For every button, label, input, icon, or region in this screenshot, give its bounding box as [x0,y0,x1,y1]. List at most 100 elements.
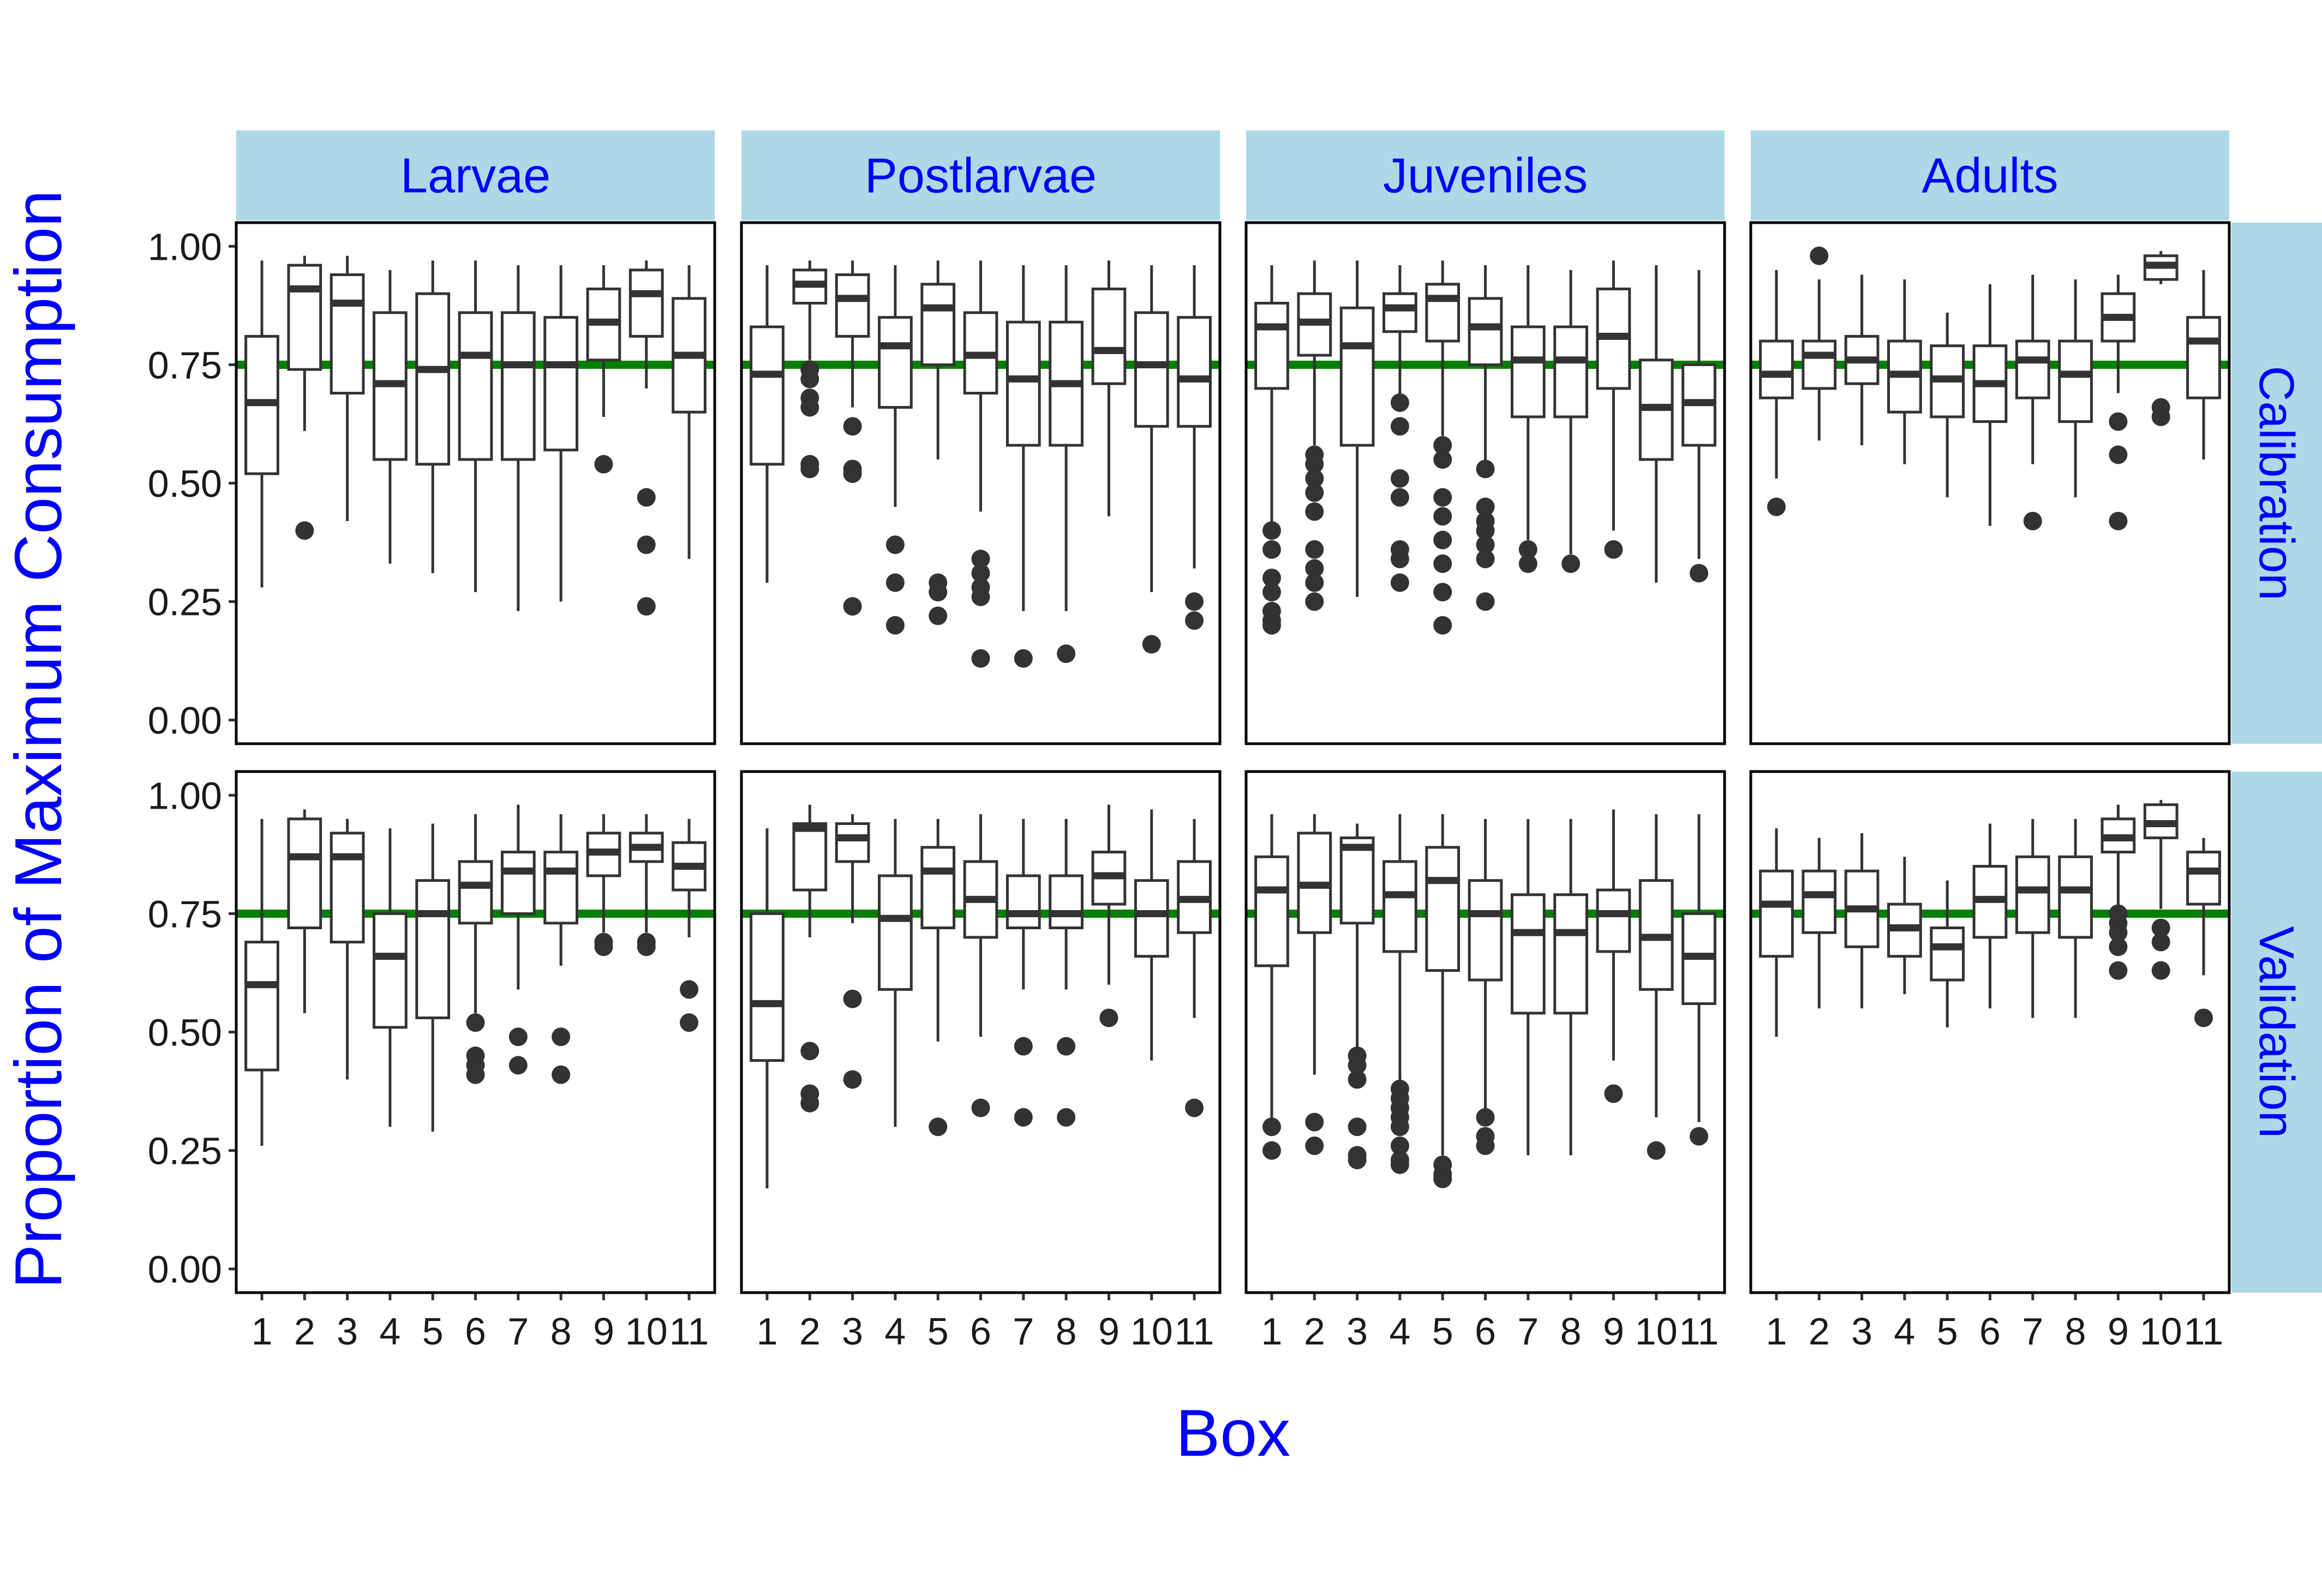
box-iqr [835,273,870,338]
box-2 [792,804,828,1113]
box-3 [330,818,365,1080]
x-tick-label: 7 [1013,1310,1034,1353]
outlier-point [2151,407,2170,426]
panel-validation-juveniles [1244,770,1726,1294]
outlier-point [1305,559,1324,578]
box-iqr [458,311,493,461]
outlier-point [1810,246,1829,265]
box-10 [1134,265,1169,654]
outlier-point [1433,1169,1452,1188]
outlier-point [1390,393,1409,412]
x-tick-label: 6 [465,1310,486,1353]
outlier-point [2109,412,2128,431]
box-3 [835,260,870,616]
box-6 [458,814,493,1084]
box-11 [672,818,707,1032]
outlier-point [971,549,990,569]
panel-border [1749,770,2231,1294]
box-iqr [415,292,451,466]
x-tick-label: 2 [1809,1310,1830,1353]
box-iqr [1339,306,1375,447]
box-iqr [1510,893,1546,1015]
box-iqr [1468,879,1503,982]
box-6 [1468,265,1503,611]
x-tick-label: 11 [1679,1310,1719,1353]
outlier-point [1518,540,1537,559]
outlier-point [843,989,862,1008]
box-7 [1006,818,1041,1127]
outlier-point [929,583,948,602]
box-3 [1339,823,1375,1169]
x-tick-label: 3 [1346,1310,1368,1353]
box-7 [2015,818,2050,1018]
outlier-point [1305,502,1324,521]
outlier-point [2109,923,2128,942]
box-6 [963,260,998,668]
outlier-point [1390,488,1409,507]
outlier-point [1099,1008,1118,1027]
outlier-point [1647,1141,1666,1160]
strip-adults [1751,130,2229,220]
box-6 [963,814,998,1117]
outlier-point [1476,549,1495,569]
x-tick-label: 10 [625,1310,668,1353]
outlier-point [800,1042,819,1061]
x-tick-label: 11 [1175,1310,1214,1353]
box-1 [750,828,785,1188]
panel-border [740,770,1222,1294]
outlier-point [1305,1113,1324,1132]
box-8 [2058,279,2093,498]
outlier-point [637,937,656,957]
box-10 [1638,814,1674,1160]
outlier-point [971,587,990,606]
box-iqr [1049,874,1084,929]
outlier-point [295,521,314,540]
x-tick-label: 1 [1261,1310,1283,1353]
box-8 [2058,818,2093,1018]
box-5 [415,260,451,573]
outlier-point [552,1065,571,1084]
outlier-point [466,1013,485,1032]
strip-calibration [2231,223,2322,744]
box-2 [1802,838,1837,1009]
box-iqr [2186,316,2221,399]
outlier-point [1305,573,1324,592]
panel-validation-adults [1749,770,2231,1294]
box-1 [244,260,279,588]
box-iqr [1091,288,1127,385]
outlier-point [680,1013,699,1032]
outlier-point [1518,554,1537,573]
y-tick-label: 0.00 [148,1248,222,1291]
outlier-point [1390,1155,1409,1174]
x-tick-label: 7 [507,1310,529,1353]
outlier-point [1185,611,1204,630]
outlier-point [885,535,905,554]
box-9 [586,814,621,957]
y-tick-label: 0.50 [148,1012,222,1054]
box-iqr [878,316,913,409]
box-3 [835,814,870,1089]
outlier-point [1390,1117,1409,1137]
x-tick-label: 2 [294,1310,315,1353]
outlier-point [1305,540,1324,559]
outlier-point [1433,507,1452,526]
outlier-point [1185,1098,1204,1117]
outlier-point [843,597,862,616]
box-8 [1049,265,1084,663]
x-tick-label: 11 [2184,1310,2224,1353]
box-iqr [2015,855,2050,934]
x-tick-label: 5 [1937,1310,1958,1353]
y-tick-label: 0.50 [148,463,222,505]
x-tick-label: 6 [1979,1310,2001,1353]
box-iqr [1468,297,1503,366]
outlier-point [1390,549,1409,569]
box-iqr [1553,325,1588,419]
box-iqr [543,316,578,452]
box-1 [1254,265,1289,635]
box-9 [1596,809,1631,1103]
box-10 [629,814,664,957]
x-tick-label: 4 [884,1310,906,1353]
strip-label-calibration: Calibration [2249,366,2303,600]
x-tick-label: 6 [1475,1310,1496,1353]
